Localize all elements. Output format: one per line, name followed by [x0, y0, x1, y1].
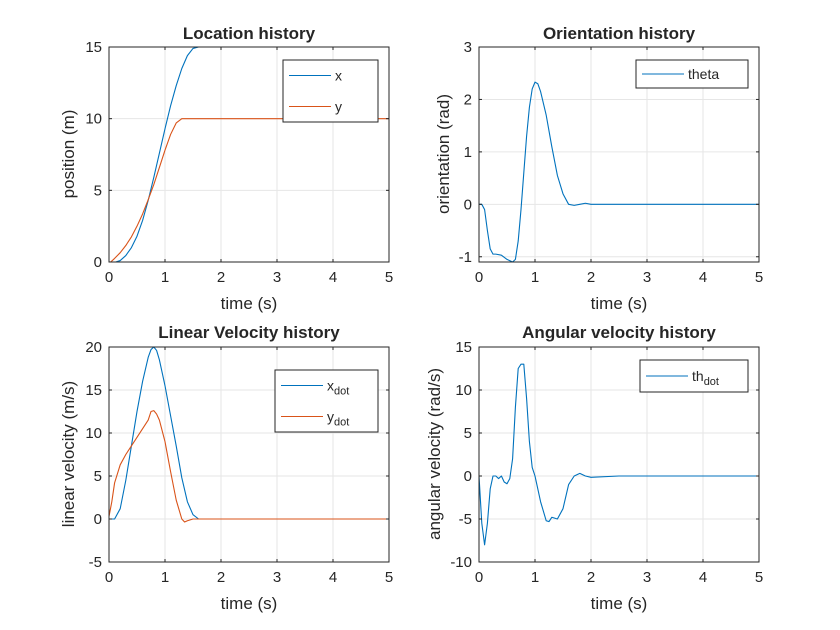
x-tick-label: 3 [273, 269, 281, 286]
legend-entry: thdot [692, 368, 719, 388]
x-tick-label: 5 [755, 269, 763, 286]
axes-4: 0 1 2 3 4 5 -10 -5 0 5 10 15 thdot [450, 339, 763, 586]
axes-box [108, 346, 390, 563]
axes-box [108, 46, 390, 263]
y-tick-label: 0 [94, 511, 102, 528]
y-tick-label: 5 [94, 468, 102, 485]
y-tick-label: 3 [464, 39, 472, 56]
y-tick-label: 10 [85, 111, 102, 128]
x-axis-label: time (s) [221, 294, 278, 313]
y-tick-label: -5 [89, 554, 102, 571]
x-tick-label: 5 [385, 269, 393, 286]
subplot-title: Location history [183, 24, 316, 43]
y-tick-label: 5 [94, 182, 102, 199]
series-line-2 [109, 410, 389, 523]
y-tick-label: 20 [85, 339, 102, 356]
y-axis-label: orientation (rad) [434, 94, 453, 214]
y-axis-label: angular velocity (rad/s) [425, 368, 444, 540]
y-tick-label: 10 [455, 382, 472, 399]
legend-entry: x [335, 68, 342, 84]
x-tick-label: 2 [587, 569, 595, 586]
x-tick-label: 5 [385, 569, 393, 586]
y-tick-label: -1 [459, 249, 472, 266]
axes-1: 0 1 2 3 4 5 0 5 10 15 xy [85, 39, 393, 286]
x-tick-label: 4 [329, 269, 337, 286]
legend-entry: y [335, 99, 342, 115]
y-tick-label: 5 [464, 425, 472, 442]
y-tick-label: 15 [455, 339, 472, 356]
x-tick-label: 4 [699, 569, 707, 586]
x-axis-label: time (s) [591, 294, 648, 313]
x-tick-label: 0 [105, 269, 113, 286]
subplot-title: Orientation history [543, 24, 696, 43]
legend: thdot [639, 359, 749, 393]
subplot-linear-velocity: Linear Velocity history time (s) linear … [59, 323, 340, 613]
x-tick-label: 3 [643, 569, 651, 586]
x-tick-label: 1 [161, 269, 169, 286]
subplot-angular-velocity: Angular velocity history time (s) angula… [425, 323, 716, 613]
x-tick-label: 1 [531, 269, 539, 286]
subplot-orientation: Orientation history time (s) orientation… [434, 24, 696, 313]
x-tick-label: 4 [699, 269, 707, 286]
x-tick-label: 2 [217, 569, 225, 586]
x-tick-label: 3 [273, 569, 281, 586]
subplot-title: Linear Velocity history [158, 323, 340, 342]
legend-entry: theta [688, 66, 719, 82]
y-tick-label: 15 [85, 382, 102, 399]
legend: theta [635, 59, 749, 89]
y-tick-label: -10 [450, 554, 472, 571]
series-line-1 [479, 81, 759, 263]
legend: xy [282, 59, 379, 123]
series-line-2 [110, 118, 389, 263]
x-tick-label: 2 [587, 269, 595, 286]
y-tick-label: 15 [85, 39, 102, 56]
x-tick-label: 0 [475, 269, 483, 286]
series-line-1 [479, 363, 759, 546]
y-tick-label: 2 [464, 91, 472, 108]
x-tick-label: 0 [475, 569, 483, 586]
y-tick-label: 10 [85, 425, 102, 442]
y-tick-label: 0 [464, 196, 472, 213]
legend: xdot ydot [274, 369, 379, 433]
y-tick-label: 1 [464, 144, 472, 161]
x-tick-label: 1 [531, 569, 539, 586]
y-axis-label: linear velocity (m/s) [59, 381, 78, 527]
legend-box [274, 369, 379, 433]
y-tick-label: -5 [459, 511, 472, 528]
x-tick-label: 3 [643, 269, 651, 286]
subplot-location: Location history time (s) position (m) [59, 24, 316, 313]
x-tick-label: 4 [329, 569, 337, 586]
axes-box [478, 346, 760, 563]
x-tick-label: 1 [161, 569, 169, 586]
y-tick-label: 0 [94, 254, 102, 271]
x-axis-label: time (s) [221, 594, 278, 613]
subplot-title: Angular velocity history [522, 323, 716, 342]
x-tick-label: 5 [755, 569, 763, 586]
legend-entry: ydot [327, 409, 349, 429]
x-tick-label: 2 [217, 269, 225, 286]
x-axis-label: time (s) [591, 594, 648, 613]
legend-entry: xdot [327, 378, 349, 398]
x-tick-label: 0 [105, 569, 113, 586]
legend-box [282, 59, 379, 123]
axes-box [478, 46, 760, 263]
y-tick-label: 0 [464, 468, 472, 485]
y-axis-label: position (m) [59, 110, 78, 199]
